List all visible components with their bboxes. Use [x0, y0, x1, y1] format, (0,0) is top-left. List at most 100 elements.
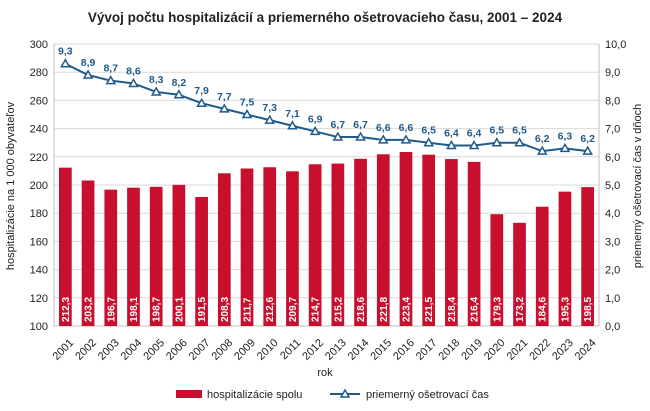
bar: [558, 191, 572, 326]
x-tick-label: 2014: [346, 337, 372, 363]
bar-value-label: 212,3: [61, 297, 72, 322]
line-value-label: 6,3: [558, 130, 573, 142]
line-point: [491, 137, 503, 147]
line-value-label: 7,9: [194, 85, 209, 97]
x-tick-label: 2012: [300, 337, 326, 363]
line-point: [446, 140, 457, 150]
line-point: [377, 134, 389, 144]
x-tick-label: 2004: [119, 337, 145, 363]
bar: [308, 164, 322, 326]
y-tick-label: 120: [30, 293, 48, 305]
y-tick-label: 100: [30, 321, 48, 333]
series-line: [64, 62, 588, 153]
legend: hospitalizácie spolu priemerný ošetrovac…: [176, 388, 489, 401]
line-point: [332, 131, 344, 141]
bar-value-label: 195,3: [560, 297, 571, 322]
x-tick-label: 2010: [255, 337, 281, 363]
line-value-label: 6,7: [331, 119, 346, 131]
line-value-label: 6,5: [421, 125, 436, 137]
line-point: [241, 108, 253, 119]
line-value-label: 8,6: [126, 65, 141, 77]
x-tick-label: 2021: [505, 337, 531, 363]
x-tick-label: 2020: [482, 337, 508, 363]
bar: [490, 214, 504, 326]
line-point: [582, 145, 593, 155]
y2-tick-label: 7,0: [605, 124, 620, 136]
bar: [535, 206, 549, 326]
x-tick-label: 2006: [164, 337, 190, 363]
y-tick-label: 240: [30, 124, 48, 136]
bar: [149, 186, 163, 326]
line-value-label: 6,4: [444, 128, 459, 140]
y2-tick-label: 1,0: [605, 293, 620, 305]
bar-value-label: 218,4: [447, 297, 458, 322]
x-tick-label: 2019: [459, 337, 485, 363]
x-axis-ticks: 2001200220032004200520062007200820092010…: [51, 337, 599, 363]
x-tick-label: 2018: [437, 337, 463, 363]
bar: [104, 189, 118, 326]
legend-label-bar: hospitalizácie spolu: [207, 389, 302, 401]
x-axis-label: rok: [317, 367, 333, 379]
bar: [58, 167, 72, 326]
line-point: [219, 103, 230, 113]
bar-value-label: 211,7: [243, 297, 254, 322]
x-tick-label: 2002: [73, 337, 99, 363]
bar: [331, 163, 345, 326]
bar-labels: 212,3 203,2 196,7 198,1 198,7 200,1 191,5 208,3…: [61, 297, 594, 322]
line-value-label: 6,2: [580, 133, 595, 145]
bar: [581, 187, 595, 326]
line-value-label: 7,1: [285, 108, 300, 120]
line-point: [355, 131, 366, 141]
line-value-label: 6,5: [512, 125, 527, 137]
line-value-label: 9,3: [58, 46, 73, 58]
line-point: [287, 120, 298, 130]
bar: [286, 171, 299, 326]
bar: [127, 187, 140, 326]
y-tick-label: 140: [30, 265, 48, 277]
line-labels: 9,3 8,9 8,7 8,6 8,3 8,2 7,9 7,7 7,5 7,3 7,1 6,9 6,7 6…: [58, 46, 595, 145]
x-tick-label: 2022: [527, 337, 553, 363]
bar-value-label: 223,4: [401, 297, 412, 322]
line-point: [400, 134, 412, 144]
bar-value-label: 191,5: [197, 297, 208, 322]
bar: [217, 173, 231, 326]
bar: [195, 196, 208, 326]
x-tick-label: 2011: [278, 337, 303, 362]
y2-tick-label: 8,0: [605, 95, 620, 107]
bar-series: [58, 152, 595, 326]
y-tick-label: 200: [30, 180, 48, 192]
bar-value-label: 208,3: [220, 297, 231, 322]
line-value-label: 6,6: [376, 122, 391, 134]
bar: [422, 154, 436, 326]
y-tick-label: 260: [30, 95, 48, 107]
y-tick-label: 180: [30, 208, 48, 220]
line-value-label: 6,6: [399, 122, 414, 134]
bar-value-label: 212,6: [265, 297, 276, 322]
line-point: [309, 125, 321, 136]
bar-value-label: 196,7: [106, 297, 117, 322]
y2-tick-label: 10,0: [605, 39, 626, 51]
legend-marker-triangle: [339, 388, 351, 398]
bar: [467, 161, 481, 326]
line-value-label: 7,3: [262, 102, 277, 114]
line-value-label: 8,3: [149, 74, 164, 86]
line-point: [264, 114, 276, 124]
bar-value-label: 221,5: [424, 297, 435, 322]
bar-value-label: 218,6: [356, 297, 367, 322]
y-tick-label: 220: [30, 152, 48, 164]
bar-value-label: 198,1: [129, 297, 140, 322]
line-point: [514, 137, 525, 147]
line-point: [468, 140, 480, 150]
bar-value-label: 198,7: [152, 297, 163, 322]
legend-label-line: priemerný ošetrovací čas: [366, 389, 489, 401]
y2-tick-label: 3,0: [605, 236, 620, 248]
bar-value-label: 179,3: [492, 297, 503, 322]
bar-value-label: 216,4: [470, 297, 481, 322]
y-axis-left-ticks: 100 120 140 160 180 200 220 240 260 280 300: [30, 39, 48, 333]
y-axis-right-label: priemerný ošetrovací čas v dňoch: [632, 104, 644, 268]
x-tick-label: 2016: [391, 337, 417, 363]
x-tick-label: 2005: [141, 337, 167, 363]
bar: [445, 159, 458, 326]
y2-tick-label: 9,0: [605, 67, 620, 79]
